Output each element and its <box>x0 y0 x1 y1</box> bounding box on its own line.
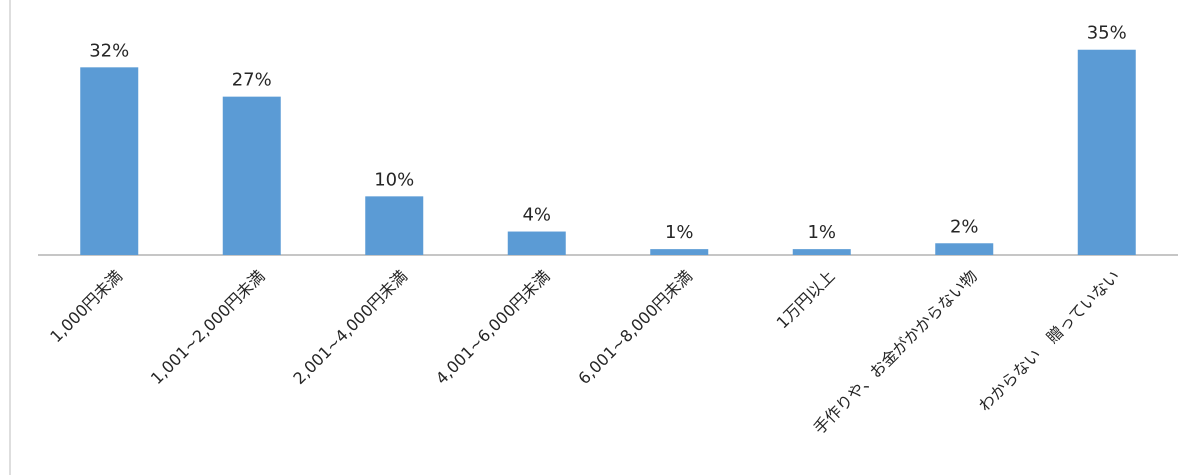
x-tick-label-8: わからない 贈っていない <box>975 266 1124 415</box>
bar-6 <box>792 249 851 255</box>
bar-3 <box>365 196 424 255</box>
data-label-6: 1% <box>807 222 836 243</box>
data-label-2: 27% <box>232 70 272 91</box>
bar-1 <box>80 67 139 255</box>
data-label-3: 10% <box>374 169 414 190</box>
bar-7 <box>935 243 994 255</box>
data-label-5: 1% <box>665 222 694 243</box>
x-tick-label-1: 1,000円未満 <box>46 266 126 346</box>
x-tick-label-6: 1万円以上 <box>773 266 839 332</box>
x-tick-label-2: 1,001~2,000円未満 <box>147 266 269 388</box>
value-labels-group: 32% 27% 10% 4% 1% 1% 2% 35% <box>89 23 1127 243</box>
x-tick-label-5: 6,001~8,000円未満 <box>574 266 696 388</box>
bar-5 <box>650 249 709 255</box>
bar-2 <box>222 96 281 255</box>
data-label-8: 35% <box>1087 23 1127 44</box>
data-label-7: 2% <box>950 216 979 237</box>
category-labels-group: 1,000円未満 1,001~2,000円未満 2,001~4,000円未満 4,00… <box>46 266 1123 437</box>
bar-8 <box>1077 49 1136 255</box>
x-tick-label-4: 4,001~6,000円未満 <box>432 266 554 388</box>
bar-4 <box>507 231 566 255</box>
x-tick-label-7: 手作りや、お金がかからない物 <box>810 266 981 437</box>
x-tick-label-3: 2,001~4,000円未満 <box>289 266 411 388</box>
data-label-1: 32% <box>89 40 129 61</box>
data-label-4: 4% <box>522 205 551 226</box>
bars-group <box>80 49 1136 255</box>
